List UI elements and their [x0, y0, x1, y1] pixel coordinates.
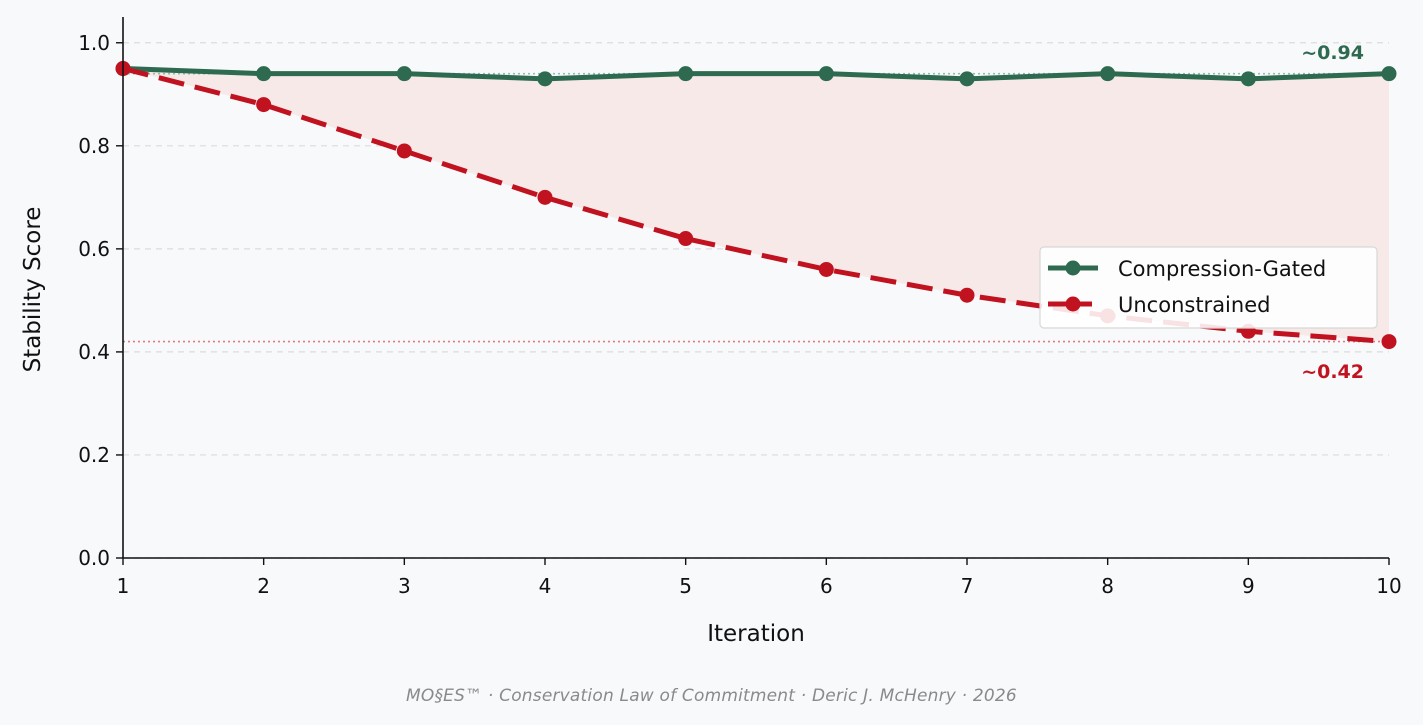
legend: Compression-Gated Unconstrained [1039, 246, 1378, 329]
x-tick-label-7: 8 [1101, 574, 1114, 598]
data-point-s0-9 [1381, 66, 1397, 82]
y-tick-label-2: 0.4 [78, 340, 110, 364]
x-tick-label-0: 1 [117, 574, 130, 598]
x-tick-label-4: 5 [679, 574, 692, 598]
legend-box [1039, 246, 1378, 329]
stability-chart: 0.0 0.2 0.4 0.6 0.8 1.0 1 2 3 4 5 6 7 8 9 10 Stability … [20, 17, 1402, 647]
legend-item-unconstrained: Unconstrained [1048, 293, 1270, 317]
data-point-s0-6 [959, 71, 975, 87]
x-tick-label-6: 7 [961, 574, 974, 598]
x-tick-label-5: 6 [820, 574, 833, 598]
data-point-s1-5 [818, 261, 834, 277]
legend-label-compression-gated: Compression-Gated [1118, 257, 1326, 281]
y-axis-label: Stability Score [20, 207, 46, 373]
data-point-s0-8 [1240, 71, 1256, 87]
data-point-s1-2 [396, 143, 412, 159]
series-line-0 [122, 66, 1390, 82]
data-point-s0-4 [678, 66, 694, 82]
y-tick-label-0: 0.0 [78, 546, 110, 570]
x-tick-label-8: 9 [1242, 574, 1255, 598]
end-label-compression-gated: ~0.94 [1301, 42, 1364, 64]
data-point-s0-2 [396, 66, 412, 82]
y-tick-label-4: 0.8 [78, 134, 110, 158]
data-point-s0-5 [818, 66, 834, 82]
data-point-s0-7 [1100, 66, 1116, 82]
data-point-s1-9 [1381, 334, 1397, 350]
data-point-s1-4 [678, 231, 694, 247]
end-label-unconstrained: ~0.42 [1301, 361, 1364, 383]
y-tick-label-5: 1.0 [78, 31, 110, 55]
footer-credit: MO§ES™ · Conservation Law of Commitment … [406, 686, 1017, 706]
x-axis-label: Iteration [707, 621, 805, 647]
ticks: 0.0 0.2 0.4 0.6 0.8 1.0 1 2 3 4 5 6 7 8 9 10 [78, 31, 1402, 598]
x-tick-label-3: 4 [539, 574, 552, 598]
legend-marker-unconstrained [1065, 296, 1081, 312]
legend-label-unconstrained: Unconstrained [1118, 293, 1270, 317]
data-point-s0-3 [537, 71, 553, 87]
x-tick-label-9: 10 [1376, 574, 1401, 598]
x-tick-label-1: 2 [257, 574, 270, 598]
data-point-s1-3 [537, 189, 553, 205]
y-tick-label-3: 0.6 [78, 237, 110, 261]
axes [122, 17, 1389, 559]
y-tick-label-1: 0.2 [78, 443, 110, 467]
x-tick-label-2: 3 [398, 574, 411, 598]
legend-item-compression-gated: Compression-Gated [1048, 257, 1326, 281]
data-point-s1-1 [256, 97, 272, 113]
data-point-s1-6 [959, 287, 975, 303]
legend-marker-compression-gated [1065, 260, 1081, 276]
data-point-s0-1 [256, 66, 272, 82]
